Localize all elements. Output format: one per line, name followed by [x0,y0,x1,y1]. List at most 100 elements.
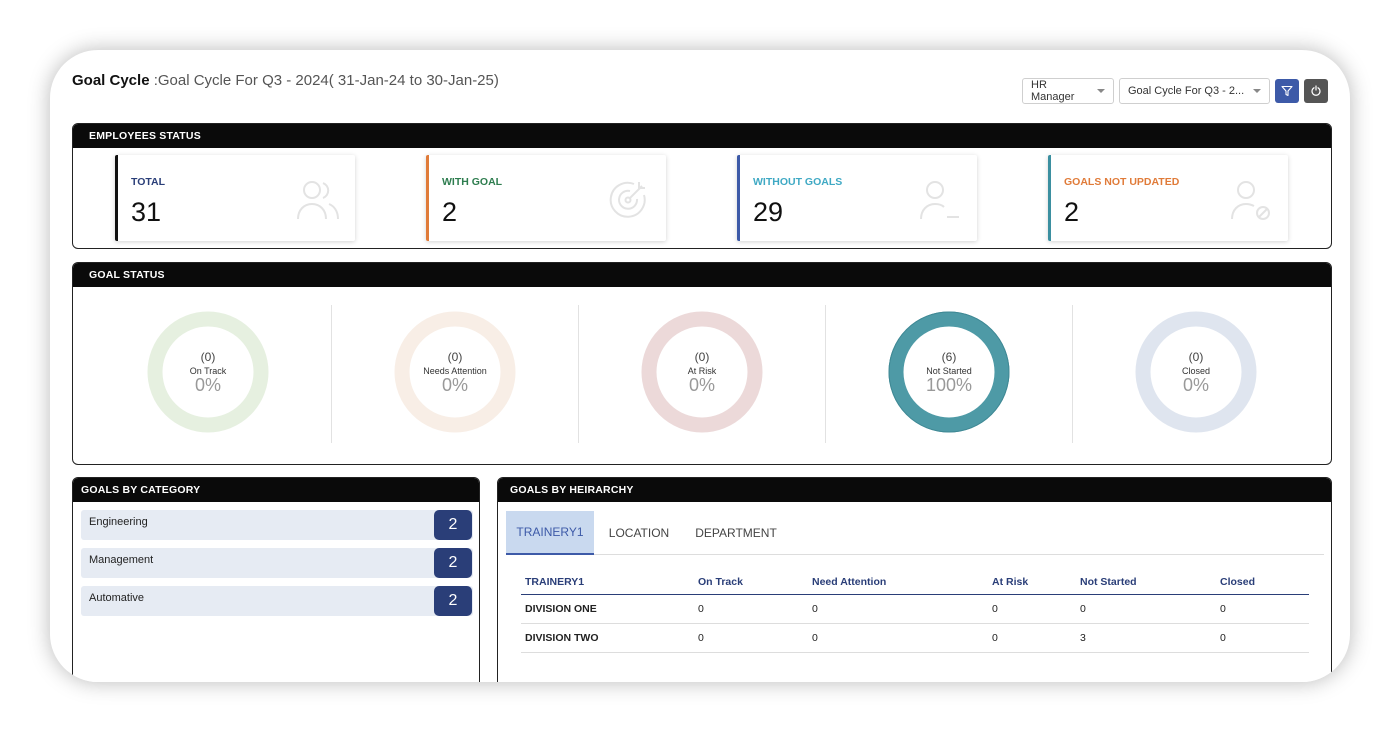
hierarchy-tabs: TRAINERY1 LOCATION DEPARTMENT [506,511,1324,555]
donut-label: Not Started [926,366,972,376]
at-risk-donut[interactable]: (0) At Risk 0% [578,305,825,443]
filter-button[interactable] [1275,79,1299,103]
table-header-row: TRAINERY1 On Track Need Attention At Ris… [521,570,1309,595]
table-cell: 0 [1076,594,1216,624]
donut-ring [394,311,516,433]
tab-location[interactable]: LOCATION [608,526,670,540]
donut-ring [1135,311,1257,433]
goal-cycle-label: Goal Cycle [72,72,154,89]
goals-by-category-title: GOALS BY CATEGORY [73,478,479,502]
donut-percent: 100% [925,375,973,395]
category-count-badge: 2 [434,548,472,578]
page-title: Goal Cycle :Goal Cycle For Q3 - 2024( 31… [72,72,499,89]
filter-icon [1281,85,1293,97]
chevron-down-icon [1097,89,1105,93]
with-goal-label: WITH GOAL [442,176,503,188]
donut-label: At Risk [687,366,717,376]
without-goals-label: WITHOUT GOALS [753,176,843,188]
user-minus-icon [920,181,959,220]
donut-percent: 0% [688,375,715,395]
donut-percent: 0% [1182,375,1209,395]
closed-donut[interactable]: (0) Closed 0% [1072,305,1319,443]
employees-status-title: EMPLOYEES STATUS [73,124,1331,148]
needs-attention-donut[interactable]: (0) Needs Attention 0% [331,305,578,443]
table-cell: 0 [1216,594,1309,624]
column-header[interactable]: Closed [1216,570,1309,595]
table-row[interactable]: DIVISION TWO 0 0 0 3 0 [521,623,1309,653]
power-icon [1311,85,1321,96]
donut-text: (6) Not Started 100% [888,311,1010,433]
table-row[interactable]: DIVISION ONE 0 0 0 0 0 [521,594,1309,624]
table-cell: 0 [694,594,808,624]
table-cell: 0 [808,623,988,653]
header-controls: HR Manager Goal Cycle For Q3 - 2... [1022,78,1328,104]
target-icon [609,181,646,218]
donut-text: (0) On Track 0% [147,311,269,433]
reset-button[interactable] [1304,79,1328,103]
goals-not-updated-card[interactable]: GOALS NOT UPDATED 2 [1048,155,1288,241]
total-value: 31 [131,197,162,227]
donut-ring [641,311,763,433]
employees-status-panel: EMPLOYEES STATUS TOTAL 31 WITH GOAL 2 WI… [72,123,1332,249]
donut-label: Needs Attention [423,366,487,376]
column-header[interactable]: On Track [694,570,808,595]
goals-not-updated-label: GOALS NOT UPDATED [1064,176,1180,188]
on-track-donut[interactable]: (0) On Track 0% [84,305,331,443]
donut-count: (0) [694,350,710,364]
total-label: TOTAL [131,176,166,188]
table-cell: DIVISION ONE [521,594,694,624]
table-cell: 0 [1216,623,1309,653]
goal-cycle-select[interactable]: Goal Cycle For Q3 - 2... [1119,78,1270,104]
without-goals-card[interactable]: WITHOUT GOALS 29 [737,155,977,241]
donut-label: Closed [1181,366,1210,376]
divider [331,305,332,443]
category-item[interactable]: Management 2 [81,548,473,578]
goals-not-updated-value: 2 [1064,197,1080,227]
goals-by-hierarchy-panel: GOALS BY HEIRARCHY TRAINERY1 LOCATION DE… [497,477,1332,682]
donut-count: (0) [1188,350,1204,364]
column-header[interactable]: Not Started [1076,570,1216,595]
with-goal-value: 2 [442,197,458,227]
user-blocked-icon [1231,181,1270,220]
without-goals-value: 29 [753,197,784,227]
category-item[interactable]: Automative 2 [81,586,473,616]
donut-count: (0) [200,350,216,364]
table-cell: 0 [988,623,1076,653]
tab-department[interactable]: DEPARTMENT [695,526,777,540]
divider [825,305,826,443]
category-name: Engineering [89,516,148,528]
goal-status-panel: GOAL STATUS (0) On Track 0% (0) Needs At… [72,262,1332,465]
table-cell: 0 [988,594,1076,624]
not-started-donut[interactable]: (6) Not Started 100% [825,305,1072,443]
category-item[interactable]: Engineering 2 [81,510,473,540]
users-icon [297,181,339,220]
goal-status-title: GOAL STATUS [73,263,1331,287]
column-header[interactable]: TRAINERY1 [521,570,694,595]
tab-trainery1[interactable]: TRAINERY1 [506,511,594,555]
category-count-badge: 2 [434,586,472,616]
goals-by-category-panel: GOALS BY CATEGORY Engineering 2 Manageme… [72,477,480,682]
hierarchy-table: TRAINERY1 On Track Need Attention At Ris… [521,570,1309,653]
column-header[interactable]: Need Attention [808,570,988,595]
column-header[interactable]: At Risk [988,570,1076,595]
donut-text: (0) Closed 0% [1135,311,1257,433]
dashboard-window: Goal Cycle :Goal Cycle For Q3 - 2024( 31… [50,50,1350,682]
role-select[interactable]: HR Manager [1022,78,1114,104]
table-cell: 0 [694,623,808,653]
divider [578,305,579,443]
donut-count: (6) [941,350,957,364]
category-name: Automative [89,592,145,604]
divider [1072,305,1073,443]
goals-by-hierarchy-title: GOALS BY HEIRARCHY [498,478,1331,502]
total-card[interactable]: TOTAL 31 [115,155,355,241]
donut-percent: 0% [194,375,221,395]
role-select-value: HR Manager [1031,79,1075,103]
table-cell: DIVISION TWO [521,623,694,653]
category-name: Management [89,554,154,566]
dashboard-content: Goal Cycle :Goal Cycle For Q3 - 2024( 31… [50,50,1350,682]
donut-count: (0) [447,350,463,364]
with-goal-card[interactable]: WITH GOAL 2 [426,155,666,241]
donut-text: (0) At Risk 0% [641,311,763,433]
table-cell: 0 [808,594,988,624]
table-cell: 3 [1076,623,1216,653]
